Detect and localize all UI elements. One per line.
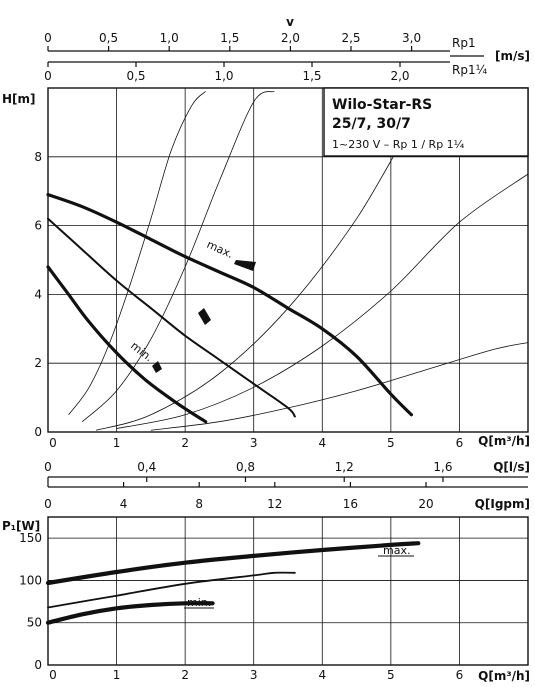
ls-tick-label: 1,6: [433, 460, 452, 474]
hq-min-label: min.: [128, 339, 155, 364]
rp114-tick-label: 1,0: [214, 69, 233, 83]
p-curve-min: [45, 601, 215, 625]
hq-curve-max: [46, 193, 413, 417]
hq-system-curves: [68, 90, 529, 431]
hq-x-tick: 2: [181, 436, 189, 450]
hq-x-tick: 6: [456, 436, 464, 450]
p-min-label: min.: [187, 596, 211, 609]
hq-plot-frame: [47, 87, 529, 433]
chart-title: Wilo-Star-RS: [332, 97, 432, 113]
ls-axis-label: Q[l/s]: [493, 460, 530, 474]
p-curve-max: [45, 541, 421, 586]
hq-y-tick: 4: [34, 287, 42, 301]
flow-ls-scale: 0 0,4 0,8 1,2 1,6 Q[l/s]: [44, 460, 530, 482]
p-max-label: max.: [383, 544, 410, 557]
igpm-tick-label: 8: [195, 497, 203, 511]
ls-tick-label: 0: [44, 460, 52, 474]
hq-x-tick: 1: [113, 436, 121, 450]
hq-x-tick: 3: [250, 436, 258, 450]
p-y-tick-labels: 0 50 100 150: [19, 531, 42, 672]
rp114-tick-label: 0: [44, 69, 52, 83]
igpm-tick-label: 4: [120, 497, 128, 511]
hq-curve-min: [46, 265, 208, 424]
rp114-ticks: 0 0,5 1,0 1,5 2,0: [44, 62, 410, 83]
p-x-tick: 0: [49, 668, 57, 682]
rp1-tick-label: 1,5: [220, 31, 239, 45]
velocity-unit: [m/s]: [495, 49, 530, 63]
hq-x-tick: 5: [387, 436, 395, 450]
p-x-tick: 5: [387, 668, 395, 682]
chart-subtitle: 25/7, 30/7: [332, 116, 411, 132]
hq-system-curve: [150, 342, 529, 431]
p-x-tick: 6: [456, 668, 464, 682]
igpm-tick-label: 0: [44, 497, 52, 511]
ls-tick-label: 1,2: [335, 460, 354, 474]
p-y-tick: 0: [34, 658, 42, 672]
rp1-tick-label: 1,0: [160, 31, 179, 45]
hq-x-tick: 4: [318, 436, 326, 450]
p-x-axis-label: Q[m³/h]: [478, 669, 530, 683]
hq-y-tick: 0: [34, 425, 42, 439]
p-x-tick: 4: [318, 668, 326, 682]
p-y-tick: 150: [19, 531, 42, 545]
p-power-curves: [45, 541, 421, 625]
igpm-axis-label: Q[Igpm]: [475, 497, 530, 511]
rp114-tick-label: 1,5: [302, 69, 321, 83]
p-plot-frame: [47, 516, 529, 666]
hq-x-tick-labels: 0 1 2 3 4 5 6: [49, 436, 463, 450]
hq-system-curve: [116, 173, 529, 429]
p-y-tick: 100: [19, 573, 42, 587]
rp114-tick-label: 0,5: [126, 69, 145, 83]
mid-speed-marker: [198, 308, 211, 325]
p-x-tick: 2: [181, 668, 189, 682]
min-speed-marker: [152, 361, 162, 373]
hq-x-axis-label: Q[m³/h]: [478, 434, 530, 448]
rp1-tick-label: 3,0: [402, 31, 421, 45]
rp1-tick-label: 0,5: [99, 31, 118, 45]
rp1-tick-label: 0: [44, 31, 52, 45]
chart-voltage-note: 1~230 V – Rp 1 / Rp 1¼: [332, 138, 465, 151]
rp1-ticks: 0 0,5 1,0 1,5 2,0 2,5 3,0: [44, 31, 421, 51]
p-x-tick: 3: [250, 668, 258, 682]
hq-y-tick-labels: 0 2 4 6 8: [34, 150, 42, 439]
rp1-tick-label: 2,5: [341, 31, 360, 45]
velocity-scales: v 0 0,5 1,0 1,5 2,0 2,5 3,0 Rp1 [m/s] 0 0,5 1,0 1…: [44, 15, 530, 83]
ls-ticks: 0 0,4 0,8 1,2 1,6: [44, 460, 453, 482]
hq-system-curve: [82, 91, 275, 422]
title-box: [323, 87, 529, 157]
hq-pump-curves: [46, 193, 413, 424]
p-x-tick-labels: 0 1 2 3 4 5 6: [49, 668, 463, 682]
hq-system-curve: [68, 91, 206, 416]
hq-y-tick: 8: [34, 150, 42, 164]
rp114-tick-label: 2,0: [390, 69, 409, 83]
max-speed-marker: [234, 260, 256, 271]
velocity-label: v: [286, 15, 294, 29]
p-y-tick: 50: [27, 616, 42, 630]
p-y-axis-label: P₁[W]: [2, 519, 40, 533]
p-curve-mid: [47, 571, 296, 609]
p-x-tick: 1: [113, 668, 121, 682]
rp1-tick-label: 2,0: [281, 31, 300, 45]
igpm-tick-label: 20: [418, 497, 433, 511]
igpm-tick-label: 12: [267, 497, 282, 511]
flow-igpm-scale: 0 4 8 12 16 20 Q[Igpm]: [44, 482, 530, 511]
ls-tick-label: 0,8: [236, 460, 255, 474]
p-grid: [48, 517, 528, 665]
power-flow-chart: 0 50 100 150 0 1 2 3 4 5 6 P₁[W] Q[m³/h] max. min…: [2, 516, 530, 683]
igpm-tick-label: 16: [343, 497, 358, 511]
hq-max-label: max.: [205, 238, 235, 261]
hq-x-tick: 0: [49, 436, 57, 450]
rp114-label: Rp1¼: [452, 63, 488, 77]
hq-y-axis-label: H[m]: [2, 92, 36, 106]
rp1-label: Rp1: [452, 36, 476, 50]
igpm-ticks: 0 4 8 12 16 20: [44, 482, 434, 511]
hq-y-tick: 6: [34, 219, 42, 233]
hq-y-tick: 2: [34, 356, 42, 370]
ls-tick-label: 0,4: [137, 460, 156, 474]
hq-curve-mid: [47, 217, 296, 418]
